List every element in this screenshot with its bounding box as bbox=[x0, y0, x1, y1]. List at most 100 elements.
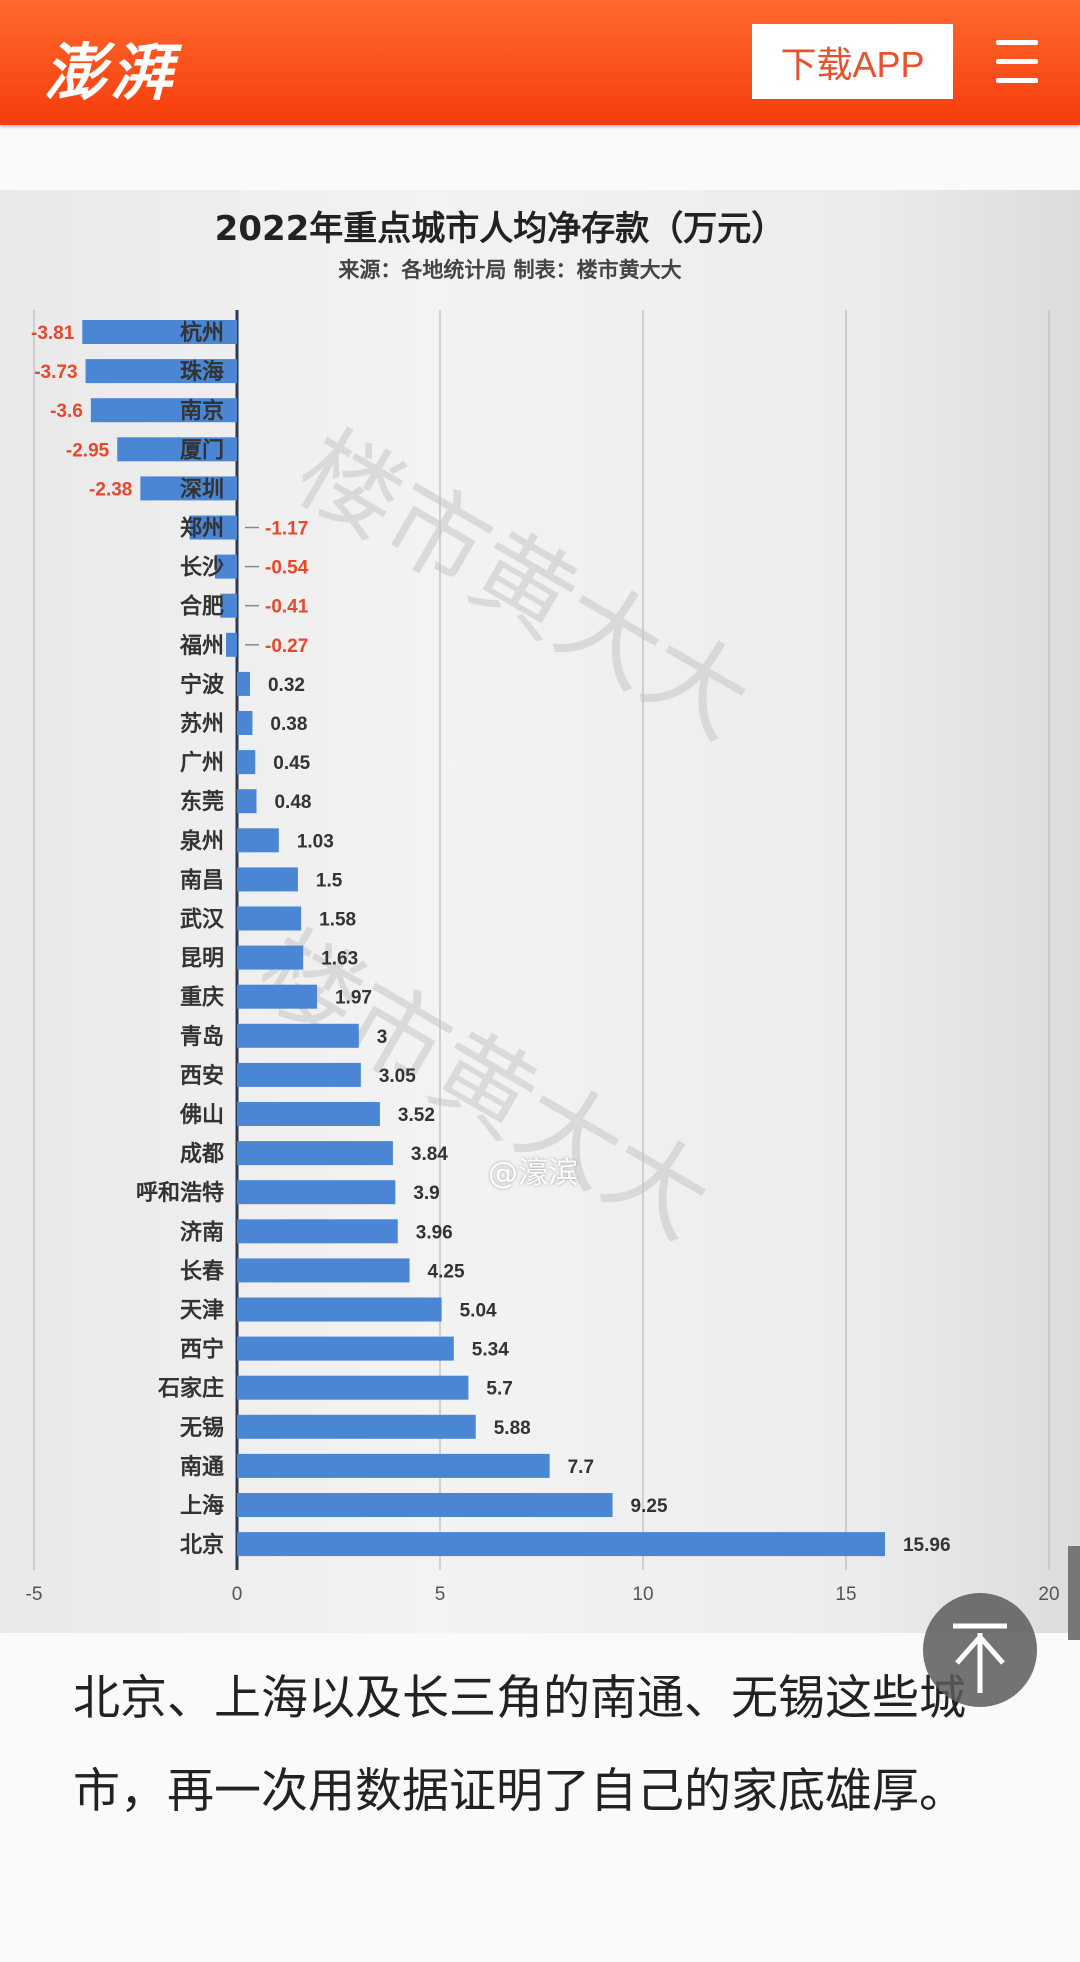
data-label: -2.95 bbox=[66, 440, 110, 461]
x-tick-label: 20 bbox=[1038, 1584, 1059, 1605]
data-label: 1.97 bbox=[335, 988, 372, 1009]
back-to-top-button[interactable] bbox=[923, 1593, 1037, 1707]
bar bbox=[220, 593, 237, 618]
data-label: 15.96 bbox=[903, 1535, 951, 1556]
category-label: 青岛 bbox=[180, 1024, 224, 1050]
data-label: 1.03 bbox=[297, 831, 334, 852]
bar bbox=[237, 789, 257, 814]
bar bbox=[237, 1297, 442, 1322]
x-tick-label: -5 bbox=[26, 1584, 43, 1605]
data-label: 0.38 bbox=[270, 714, 307, 735]
category-label: 杭州 bbox=[180, 320, 224, 346]
category-label: 郑州 bbox=[180, 517, 224, 542]
logo[interactable]: 澎湃 bbox=[44, 36, 177, 109]
bar bbox=[189, 515, 237, 540]
bar bbox=[237, 1023, 359, 1048]
data-label: 1.5 bbox=[316, 870, 343, 891]
data-label: 4.25 bbox=[428, 1261, 465, 1282]
category-label: 深圳 bbox=[180, 477, 224, 502]
chart-subtitle: 来源：各地统计局 制表：楼市黄大大 bbox=[338, 258, 681, 282]
category-label: 珠海 bbox=[180, 359, 224, 385]
bar bbox=[237, 711, 253, 735]
category-label: 西宁 bbox=[180, 1337, 224, 1363]
bar bbox=[237, 828, 279, 853]
category-label: 济南 bbox=[180, 1219, 224, 1245]
bar bbox=[237, 1336, 454, 1361]
bar bbox=[237, 1102, 380, 1126]
bar bbox=[237, 867, 298, 892]
data-label: 0.45 bbox=[273, 753, 310, 774]
x-tick-label: 10 bbox=[632, 1584, 653, 1605]
hamburger-menu-icon[interactable] bbox=[996, 40, 1038, 84]
x-tick-label: 15 bbox=[835, 1584, 856, 1605]
x-tick-label: 5 bbox=[435, 1584, 446, 1605]
category-label: 石家庄 bbox=[157, 1376, 224, 1402]
category-label: 武汉 bbox=[180, 908, 225, 933]
category-label: 长沙 bbox=[180, 556, 224, 581]
data-label: 0.32 bbox=[268, 675, 305, 696]
category-label: 呼和浩特 bbox=[136, 1180, 224, 1206]
category-label: 南京 bbox=[180, 398, 224, 424]
bar bbox=[82, 320, 238, 344]
chart-title: 2022年重点城市人均净存款（万元） bbox=[215, 209, 786, 249]
category-label: 广州 bbox=[180, 750, 224, 776]
category-label: 东莞 bbox=[180, 789, 224, 815]
bar bbox=[237, 671, 250, 696]
data-label: 7.7 bbox=[568, 1457, 594, 1478]
bar bbox=[237, 1453, 550, 1478]
bar bbox=[226, 632, 237, 657]
category-label: 天津 bbox=[180, 1298, 224, 1324]
bar bbox=[237, 1258, 410, 1283]
category-label: 合肥 bbox=[180, 594, 224, 620]
data-label: -3.73 bbox=[34, 362, 77, 383]
category-label: 南昌 bbox=[180, 868, 224, 893]
category-label: 苏州 bbox=[180, 711, 224, 737]
category-label: 上海 bbox=[180, 1493, 224, 1519]
category-label: 无锡 bbox=[180, 1416, 224, 1441]
bar bbox=[237, 750, 256, 775]
data-label: -0.27 bbox=[265, 636, 308, 657]
data-label: 3.52 bbox=[398, 1105, 435, 1126]
data-label: 3.84 bbox=[411, 1144, 448, 1165]
app-header: 澎湃 下载APP bbox=[0, 0, 1080, 125]
category-label: 南通 bbox=[180, 1455, 224, 1480]
data-label: 3 bbox=[377, 1027, 388, 1048]
data-label: 5.34 bbox=[472, 1340, 509, 1361]
scrollbar[interactable] bbox=[1068, 1546, 1080, 1640]
data-label: -2.38 bbox=[89, 479, 132, 500]
category-label: 成都 bbox=[180, 1142, 224, 1167]
bar bbox=[90, 398, 237, 423]
data-label: 5.7 bbox=[486, 1379, 512, 1400]
article-paragraph: 北京、上海以及长三角的南通、无锡这些城市，再一次用数据证明了自己的家底雄厚。 bbox=[73, 1671, 966, 1819]
download-app-button[interactable]: 下载APP bbox=[752, 24, 953, 99]
bar bbox=[237, 906, 302, 931]
bar bbox=[117, 437, 237, 462]
category-label: 宁波 bbox=[180, 672, 225, 698]
category-label: 西安 bbox=[180, 1063, 224, 1089]
data-label: 5.88 bbox=[494, 1418, 531, 1439]
data-label: 1.63 bbox=[321, 949, 358, 970]
bar bbox=[237, 1493, 613, 1517]
bar bbox=[237, 1219, 398, 1244]
bar bbox=[237, 984, 317, 1009]
bar bbox=[85, 359, 237, 384]
data-label: 9.25 bbox=[631, 1496, 668, 1517]
x-tick-label: 0 bbox=[232, 1584, 243, 1605]
bar bbox=[237, 1180, 396, 1205]
data-label: -3.81 bbox=[31, 323, 75, 344]
bar bbox=[140, 476, 237, 501]
bar bbox=[237, 1414, 476, 1439]
category-label: 北京 bbox=[180, 1532, 224, 1558]
category-label: 昆明 bbox=[180, 947, 224, 972]
data-label: -3.6 bbox=[50, 401, 83, 422]
category-label: 佛山 bbox=[179, 1103, 224, 1128]
bar bbox=[237, 1375, 469, 1400]
category-label: 泉州 bbox=[180, 828, 224, 854]
category-label: 重庆 bbox=[180, 985, 224, 1011]
data-label: 3.05 bbox=[379, 1066, 416, 1087]
data-label: 1.58 bbox=[319, 910, 356, 931]
data-label: 0.48 bbox=[274, 792, 311, 813]
category-label: 长春 bbox=[180, 1259, 224, 1284]
bar bbox=[237, 1141, 393, 1166]
